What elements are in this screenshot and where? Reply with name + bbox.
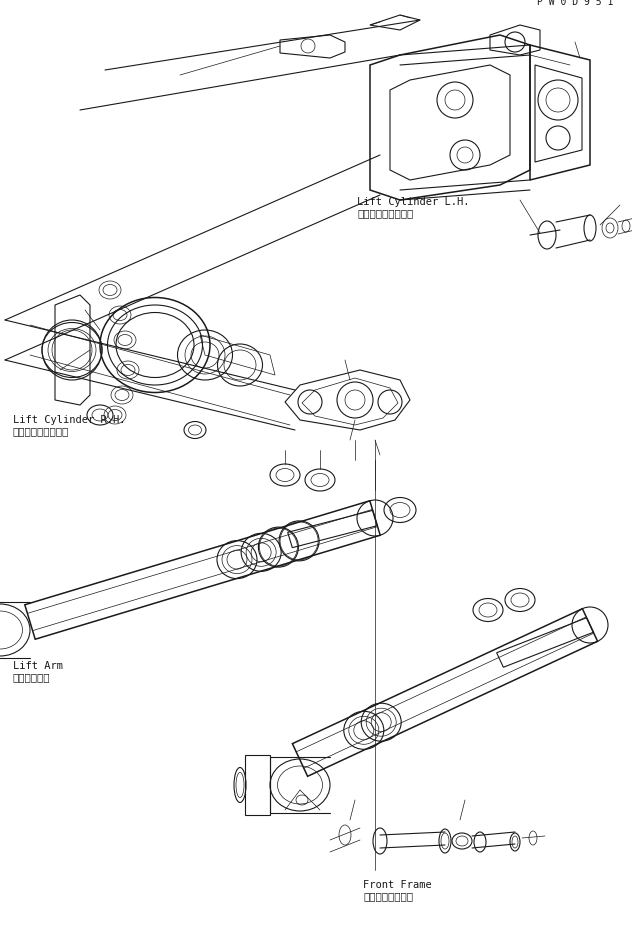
- Text: リフトアーム: リフトアーム: [13, 672, 50, 682]
- Text: Lift Cylinder R.H.: Lift Cylinder R.H.: [13, 415, 125, 425]
- Text: リフトシリンダ　右: リフトシリンダ 右: [13, 426, 69, 436]
- Text: Front Frame: Front Frame: [363, 880, 432, 890]
- Text: フロントフレーム: フロントフレーム: [363, 891, 413, 901]
- Text: P W 0 D 9 5 1: P W 0 D 9 5 1: [537, 0, 613, 7]
- Text: Lift Arm: Lift Arm: [13, 661, 63, 671]
- Text: Lift Cylinder L.H.: Lift Cylinder L.H.: [357, 197, 470, 207]
- Text: リフトシリンダ　左: リフトシリンダ 左: [357, 208, 413, 218]
